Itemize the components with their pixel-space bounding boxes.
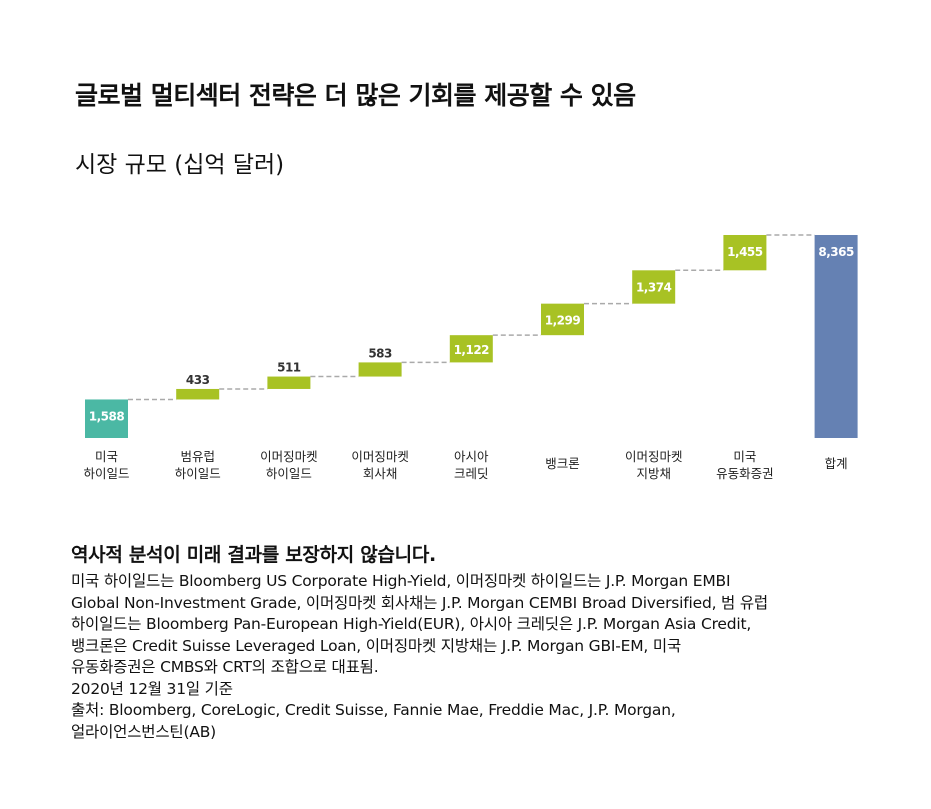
category-label: 크레딧 <box>454 466 489 481</box>
note-line: 하이일드는 Bloomberg Pan-European High-Yield(… <box>71 615 752 633</box>
bar-9 <box>814 235 858 438</box>
bar-8 <box>723 235 767 271</box>
value-label: 1,122 <box>454 343 490 357</box>
bar-1 <box>85 399 128 438</box>
category-label: 이머징마켓 <box>260 449 318 464</box>
note-line: 유동화증권은 CMBS와 CRT의 조합으로 대표됨. <box>71 658 379 676</box>
source-line: 출처: Bloomberg, CoreLogic, Credit Suisse,… <box>71 701 676 719</box>
category-label: 하이일드 <box>266 466 312 481</box>
value-label: 433 <box>186 373 210 387</box>
note-line: 미국 하이일드는 Bloomberg US Corporate High-Yie… <box>71 572 731 590</box>
category-label: 뱅크론 <box>545 456 580 471</box>
category-label: 회사채 <box>363 466 398 481</box>
footnotes: 역사적 분석이 미래 결과를 보장하지 않습니다. 미국 하이일드는 Bloom… <box>71 540 921 743</box>
chart-title: 글로벌 멀티섹터 전략은 더 많은 기회를 제공할 수 있음 <box>75 81 636 110</box>
disclaimer: 역사적 분석이 미래 결과를 보장하지 않습니다. <box>71 544 436 566</box>
category-label: 지방채 <box>636 466 671 481</box>
source-line: 얼라이언스번스틴(AB) <box>71 722 217 741</box>
category-label: 범유럽 <box>180 449 215 464</box>
note-line: 뱅크론은 Credit Suisse Leveraged Loan, 이머징마켓… <box>71 636 682 655</box>
bar-6 <box>541 303 584 336</box>
category-label: 이머징마켓 <box>625 449 683 464</box>
bar-7 <box>632 270 676 304</box>
category-label: 아시아 <box>454 449 489 464</box>
category-label: 합계 <box>825 456 848 471</box>
bar-2 <box>176 388 220 400</box>
value-label: 511 <box>277 361 301 375</box>
value-label: 1,299 <box>545 313 581 327</box>
category-label: 하이일드 <box>175 466 221 481</box>
category-label: 이머징마켓 <box>351 449 409 464</box>
category-label: 미국 <box>95 449 118 464</box>
value-label: 8,365 <box>818 245 854 259</box>
category-label: 유동화증권 <box>716 466 774 481</box>
note-line: Global Non-Investment Grade, 이머징마켓 회사채는 … <box>71 593 768 612</box>
waterfall-chart: 1,588 433 511 583 1,122 1,299 1,374 1,455 8,365 미… <box>83 234 858 481</box>
category-label: 하이일드 <box>83 466 129 481</box>
value-label: 1,455 <box>727 245 763 259</box>
bar-3 <box>267 376 311 389</box>
category-label: 미국 <box>733 449 756 464</box>
value-label: 1,374 <box>636 280 672 294</box>
as-of-date: 2020년 12월 31일 기준 <box>71 679 233 698</box>
bar-5 <box>449 335 493 363</box>
value-label: 583 <box>368 346 392 360</box>
chart-subtitle: 시장 규모 (십억 달러) <box>75 152 285 178</box>
value-label: 1,588 <box>89 409 125 423</box>
bar-4 <box>358 362 402 377</box>
